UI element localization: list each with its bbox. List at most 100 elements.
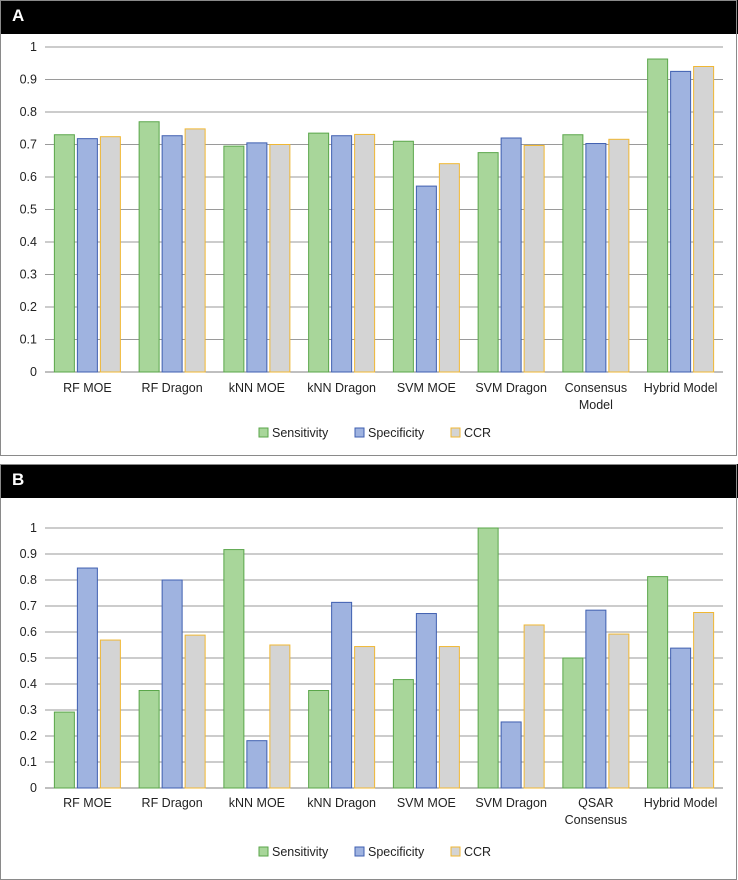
- bar-specificity: [161, 579, 183, 789]
- bar-specificity: [76, 138, 98, 373]
- bar-specificity: [500, 137, 522, 373]
- x-category-label: Model: [579, 398, 613, 412]
- y-tick-label: 0: [30, 781, 37, 795]
- x-category-label: RF Dragon: [142, 381, 203, 395]
- y-tick-label: 0.1: [20, 755, 37, 769]
- x-category-label: SVM MOE: [397, 381, 456, 395]
- x-category-label: Consensus: [565, 381, 628, 395]
- panel-b: B 0 0.1 0.2 0.3 0.4 0.5 0.6 0.7 0.8 0.9 1 RF MOE RF …: [0, 464, 738, 880]
- legend-label-sensitivity: Sensitivity: [272, 845, 329, 859]
- legend-label-ccr: CCR: [464, 845, 491, 859]
- bar-ccr: [693, 66, 715, 373]
- bar-specificity: [415, 613, 437, 789]
- bar-ccr: [608, 138, 630, 373]
- bar-ccr: [438, 163, 460, 373]
- panel-b-label: B: [12, 470, 25, 489]
- legend-swatch-sensitivity: [258, 846, 269, 857]
- panel-b-header: B: [0, 464, 738, 498]
- bar-sensitivity: [308, 132, 330, 373]
- bar-ccr: [354, 646, 376, 789]
- y-tick-label: 1: [30, 40, 37, 54]
- bar-specificity: [76, 567, 98, 789]
- bar-sensitivity: [647, 58, 669, 373]
- bar-ccr: [184, 128, 206, 373]
- bar-specificity: [670, 647, 692, 789]
- bar-specificity: [415, 185, 437, 373]
- y-tick-label: 0.8: [20, 573, 37, 587]
- legend-label-specificity: Specificity: [368, 845, 425, 859]
- y-tick-label: 0.9: [20, 73, 37, 87]
- x-category-label: kNN Dragon: [307, 796, 376, 810]
- bar-specificity: [331, 135, 353, 373]
- y-tick-label: 0: [30, 365, 37, 379]
- bar-specificity: [246, 142, 268, 373]
- legend-swatch-ccr: [450, 427, 461, 438]
- panel-a-header: A: [0, 0, 738, 34]
- bar-sensitivity: [308, 690, 330, 789]
- bar-ccr: [99, 136, 121, 373]
- legend-swatch-ccr: [450, 846, 461, 857]
- y-tick-label: 1: [30, 521, 37, 535]
- bar-ccr: [693, 612, 715, 789]
- panel-b-border: [0, 464, 737, 880]
- y-tick-label: 0.4: [20, 677, 37, 691]
- y-tick-label: 0.2: [20, 300, 37, 314]
- y-tick-label: 0.4: [20, 235, 37, 249]
- bar-sensitivity: [223, 549, 245, 789]
- bar-sensitivity: [138, 121, 160, 373]
- bar-specificity: [500, 721, 522, 789]
- y-tick-label: 0.2: [20, 729, 37, 743]
- x-category-label: RF MOE: [63, 381, 112, 395]
- bar-specificity: [585, 609, 607, 789]
- x-category-label: RF Dragon: [142, 796, 203, 810]
- x-category-label: Consensus: [565, 813, 628, 827]
- bar-ccr: [99, 639, 121, 789]
- bar-specificity: [670, 70, 692, 373]
- legend-label-specificity: Specificity: [368, 426, 425, 440]
- bar-ccr: [269, 144, 291, 373]
- y-tick-label: 0.9: [20, 547, 37, 561]
- y-tick-label: 0.5: [20, 203, 37, 217]
- bar-sensitivity: [562, 134, 584, 373]
- y-tick-label: 0.3: [20, 268, 37, 282]
- bar-sensitivity: [477, 527, 499, 789]
- bar-sensitivity: [223, 145, 245, 373]
- x-category-label: kNN MOE: [229, 381, 285, 395]
- x-category-label: QSAR: [578, 796, 613, 810]
- bar-ccr: [523, 144, 545, 373]
- y-tick-label: 0.7: [20, 599, 37, 613]
- x-category-label: Hybrid Model: [644, 381, 718, 395]
- panel-a-label: A: [12, 6, 25, 25]
- x-category-label: SVM Dragon: [475, 796, 547, 810]
- y-tick-label: 0.6: [20, 625, 37, 639]
- chart-b: 0 0.1 0.2 0.3 0.4 0.5 0.6 0.7 0.8 0.9 1 RF MOE RF Dr…: [20, 521, 723, 859]
- bar-ccr: [269, 644, 291, 789]
- y-tick-label: 0.7: [20, 138, 37, 152]
- y-tick-label: 0.3: [20, 703, 37, 717]
- bar-ccr: [354, 133, 376, 373]
- bar-ccr: [438, 646, 460, 789]
- bar-sensitivity: [477, 152, 499, 373]
- bar-specificity: [585, 143, 607, 373]
- bar-sensitivity: [138, 690, 160, 789]
- bar-sensitivity: [53, 711, 75, 789]
- bar-specificity: [331, 601, 353, 789]
- x-category-label: Hybrid Model: [644, 796, 718, 810]
- y-tick-label: 0.5: [20, 651, 37, 665]
- x-category-label: SVM Dragon: [475, 381, 547, 395]
- x-category-label: kNN MOE: [229, 796, 285, 810]
- bar-sensitivity: [392, 140, 414, 373]
- legend-label-sensitivity: Sensitivity: [272, 426, 329, 440]
- y-tick-label: 0.6: [20, 170, 37, 184]
- y-tick-label: 0.8: [20, 105, 37, 119]
- panel-a-border: [0, 0, 737, 456]
- x-category-label: RF MOE: [63, 796, 112, 810]
- chart-a: 0 0.1 0.2 0.3 0.4 0.5 0.6 0.7 0.8 0.9 1 RF MOE RF Dr…: [20, 40, 723, 440]
- x-category-label: kNN Dragon: [307, 381, 376, 395]
- x-category-label: SVM MOE: [397, 796, 456, 810]
- bar-ccr: [523, 624, 545, 789]
- bar-sensitivity: [392, 679, 414, 789]
- panel-a: A 0 0.1 0.2 0.3 0.4 0.5 0.6 0.7 0.8 0.9 1 RF MOE RF …: [0, 0, 738, 456]
- bar-ccr: [608, 633, 630, 789]
- bar-specificity: [246, 740, 268, 789]
